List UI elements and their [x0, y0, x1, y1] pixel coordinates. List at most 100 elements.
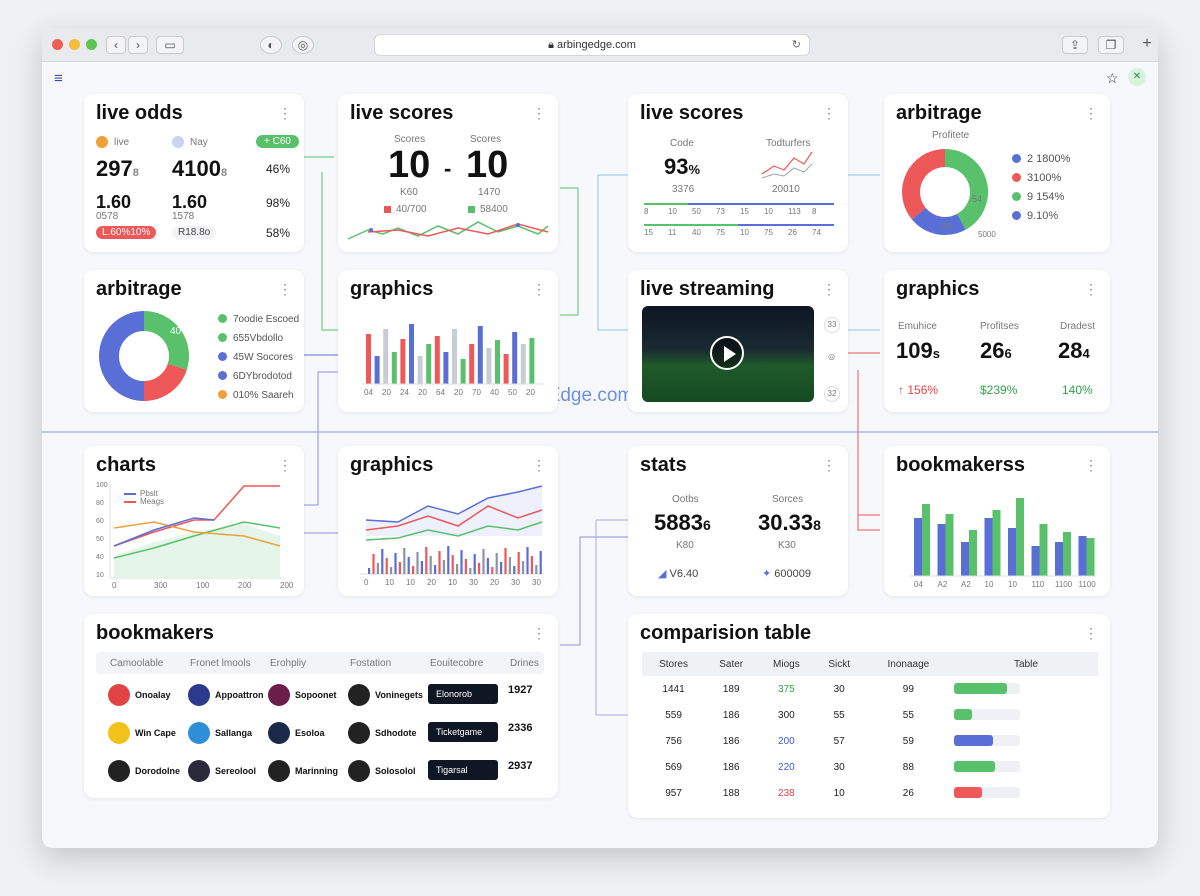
card-title: stats — [640, 454, 687, 476]
bookmaker-item[interactable]: Marinning — [268, 760, 338, 782]
bookmaker-item[interactable]: Dorodolne — [108, 760, 180, 782]
table-cell — [953, 676, 1098, 702]
arbitrage-donut-chart — [99, 311, 189, 401]
bookmaker-item[interactable]: Sereolool — [188, 760, 256, 782]
bar — [1078, 536, 1087, 576]
bar — [522, 561, 525, 574]
bar — [513, 566, 516, 574]
table-cell: 186 — [722, 735, 740, 747]
legend-swatch-green — [468, 206, 475, 213]
more-options-icon[interactable]: ⋮ — [532, 625, 546, 641]
stats-card: stats ⋮ Ootbs Sorces 58836 30.338 K80 K3… — [628, 446, 848, 596]
bar — [374, 356, 380, 384]
address-bar[interactable]: 🔒︎ arbingedge.com ↻ — [374, 34, 810, 56]
back-icon[interactable]: ‹ — [106, 36, 126, 54]
tick-label: 10 — [448, 578, 457, 587]
more-options-icon[interactable]: ⋮ — [532, 457, 546, 473]
bookmaker-count[interactable]: 2336 — [508, 722, 532, 734]
bar — [390, 567, 393, 574]
column-header: Inonaage — [862, 652, 954, 676]
bookmaker-value: 1927 — [508, 684, 533, 696]
table-row[interactable]: 957 188 238 10 26 — [642, 780, 1098, 806]
progress-fill — [953, 787, 982, 799]
more-options-icon[interactable]: ⋮ — [278, 281, 292, 297]
bookmaker-count[interactable]: 1927 — [508, 684, 532, 696]
privacy-icon[interactable]: ◐ — [260, 36, 282, 54]
table-row[interactable]: 1441 189 375 30 99 — [642, 676, 1098, 702]
bookmaker-item[interactable]: Sopoonet — [268, 684, 337, 706]
more-options-icon[interactable]: ⋮ — [1084, 457, 1098, 473]
close-window-button[interactable] — [52, 39, 63, 50]
tick-label: 1100 — [1078, 580, 1096, 589]
score-sub-2: 1470 — [478, 187, 501, 198]
tick-label: 04 — [364, 388, 373, 397]
table-row[interactable]: 756 186 200 57 59 — [642, 728, 1098, 754]
star-icon[interactable]: ☆ — [1106, 70, 1119, 86]
video-player[interactable] — [642, 306, 814, 402]
bookmaker-item[interactable]: Appoattron — [188, 684, 264, 706]
tick-label: 20 — [418, 388, 427, 397]
maximize-window-button[interactable] — [86, 39, 97, 50]
tick-label: 15 — [644, 228, 653, 237]
tick-label: 10 — [668, 207, 677, 216]
tick-label: A2 — [937, 580, 948, 589]
more-options-icon[interactable]: ⋮ — [278, 105, 292, 121]
more-options-icon[interactable]: ⋮ — [822, 105, 836, 121]
bookmaker-item[interactable]: Ticketgame — [428, 722, 498, 742]
hamburger-menu-icon[interactable]: ≡ — [54, 70, 63, 87]
avatar[interactable]: ✕ — [1128, 68, 1146, 86]
donut-footer: 5000 — [978, 230, 996, 239]
table-cell: 10 — [833, 787, 845, 799]
bookmaker-item[interactable]: Sdhodote — [348, 722, 417, 744]
legend-item: 9 154% — [1012, 191, 1064, 203]
sidebar-icon[interactable]: ▭ — [156, 36, 184, 54]
minimize-window-button[interactable] — [69, 39, 80, 50]
bookmaker-item[interactable]: Onoalay — [108, 684, 171, 706]
bookmaker-item[interactable]: Solosolol — [348, 760, 416, 782]
tick-label: 200 — [238, 581, 252, 590]
more-options-icon[interactable]: ⋮ — [822, 281, 836, 297]
play-button[interactable] — [710, 336, 744, 370]
extension-icon[interactable]: ◎ — [292, 36, 314, 54]
table-row[interactable]: 559 186 300 55 55 — [642, 702, 1098, 728]
tick-label: 70 — [472, 388, 481, 397]
table-cell: 220 — [778, 761, 795, 773]
new-tab-icon[interactable]: + — [1142, 35, 1152, 52]
bookmaker-item[interactable]: Voninegets — [348, 684, 423, 706]
bookmaker-name: Win Cape — [135, 728, 176, 738]
forward-icon[interactable]: › — [128, 36, 148, 54]
donut-slice — [902, 149, 946, 220]
bookmaker-item[interactable]: Tigarsal — [428, 760, 498, 780]
share-icon[interactable]: ⇪ — [1062, 36, 1088, 54]
more-options-icon[interactable]: ⋮ — [278, 457, 292, 473]
bookmaker-item[interactable]: Esoloa — [268, 722, 325, 744]
tabs-icon[interactable]: ❐ — [1098, 36, 1124, 54]
bookmaker-item[interactable]: Sallanga — [188, 722, 252, 744]
more-options-icon[interactable]: ⋮ — [1084, 625, 1098, 641]
card-title: graphics — [896, 278, 980, 300]
more-options-icon[interactable]: ⋮ — [532, 105, 546, 121]
bookmaker-item[interactable]: Win Cape — [108, 722, 176, 744]
tick-label: 75 — [764, 228, 773, 237]
stat-sub: K80 — [676, 540, 694, 551]
legend-label: Pbslt — [140, 489, 158, 498]
reload-icon[interactable]: ↻ — [791, 39, 801, 51]
odds-value-2: 41008 — [172, 156, 228, 181]
bookmaker-item[interactable]: Elonorob — [428, 684, 498, 704]
graphics-line-card: graphics ⋮ 0 10 10 20 10 30 20 30 30 — [338, 446, 558, 596]
bookmaker-logo-icon — [268, 684, 290, 706]
bookmaker-count[interactable]: 2937 — [508, 760, 532, 772]
bar — [372, 554, 375, 574]
bar — [469, 568, 472, 574]
bar — [366, 334, 371, 384]
bar — [482, 549, 485, 574]
more-options-icon[interactable]: ⋮ — [822, 457, 836, 473]
stat-label: Profitses — [980, 321, 1019, 332]
arbitrage-donut-card: arbitrage ⋮ 40 7oodie Escoed 655Vbdollo … — [84, 270, 304, 412]
more-options-icon[interactable]: ⋮ — [532, 281, 546, 297]
more-options-icon[interactable]: ⋮ — [1084, 105, 1098, 121]
table-cell: 569 — [665, 761, 682, 773]
more-options-icon[interactable]: ⋮ — [1084, 281, 1098, 297]
table-row[interactable]: 569 186 220 30 88 — [642, 754, 1098, 780]
bookmaker-name: Sopoonet — [295, 690, 337, 700]
